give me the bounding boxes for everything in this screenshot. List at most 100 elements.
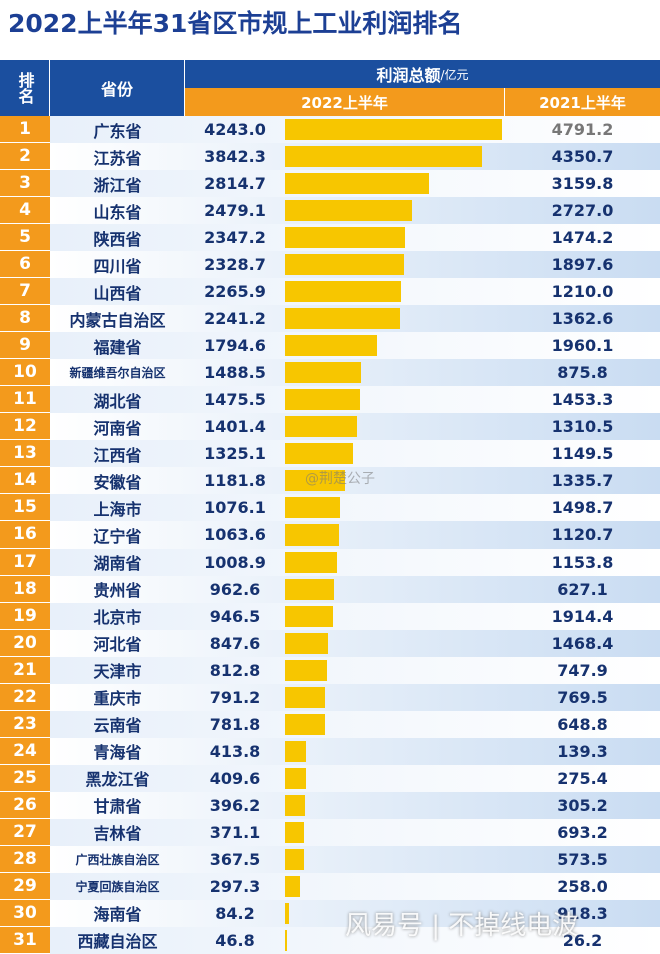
rank: 23 <box>0 710 50 738</box>
province: 内蒙古自治区 <box>69 310 166 330</box>
value-2021: 258.0 <box>557 876 608 896</box>
value-2022: 3842.3 <box>204 147 266 167</box>
bar <box>285 632 329 654</box>
bar <box>285 389 361 411</box>
rank: 4 <box>0 197 50 225</box>
rank: 3 <box>0 170 50 198</box>
bar <box>285 767 306 789</box>
header-unit: /亿元 <box>440 67 469 82</box>
bar <box>285 254 405 276</box>
bar <box>285 443 353 465</box>
value-2021: 1498.7 <box>551 498 614 518</box>
bar <box>285 875 301 897</box>
row-background <box>50 683 660 711</box>
rank: 27 <box>0 818 50 846</box>
value-2021: 1362.6 <box>551 309 614 329</box>
row-background <box>50 629 660 657</box>
row-background <box>50 764 660 792</box>
province: 江苏省 <box>93 148 142 168</box>
value-2021: 305.2 <box>557 795 608 815</box>
bar <box>285 551 337 573</box>
value-2021: 747.9 <box>557 660 608 680</box>
province: 湖北省 <box>93 391 142 411</box>
rank: 20 <box>0 629 50 657</box>
bar <box>285 713 325 735</box>
row-background <box>50 845 660 873</box>
value-2021: 4350.7 <box>551 147 614 167</box>
bar <box>285 362 362 384</box>
rank: 25 <box>0 764 50 792</box>
province: 山东省 <box>93 202 142 222</box>
row-background <box>50 467 660 495</box>
row-background <box>50 818 660 846</box>
province: 山西省 <box>93 283 142 303</box>
value-2021: 573.5 <box>557 849 608 869</box>
header-rank: 排名 <box>0 60 50 116</box>
rank: 18 <box>0 575 50 603</box>
bar <box>285 200 412 222</box>
value-2021: 1897.6 <box>551 255 614 275</box>
value-2022: 1008.9 <box>204 552 266 572</box>
value-2021: 1474.2 <box>551 228 614 248</box>
rank: 13 <box>0 440 50 468</box>
value-2021: 648.8 <box>557 714 608 734</box>
value-2021: 875.8 <box>557 363 608 383</box>
rank: 6 <box>0 251 50 279</box>
value-2021: 1914.4 <box>551 606 614 626</box>
value-2022: 4243.0 <box>204 120 266 140</box>
rank: 14 <box>0 467 50 495</box>
rank: 10 <box>0 359 50 387</box>
rank: 12 <box>0 413 50 441</box>
value-2022: 297.3 <box>209 876 261 896</box>
bar <box>285 848 304 870</box>
bar <box>285 578 335 600</box>
bar <box>285 659 327 681</box>
row-background <box>50 602 660 630</box>
value-2021: 139.3 <box>557 741 608 761</box>
value-2022: 847.6 <box>209 633 261 653</box>
value-2022: 2347.2 <box>204 228 266 248</box>
value-2021: 4791.2 <box>551 120 614 140</box>
rank: 11 <box>0 386 50 414</box>
value-2022: 2328.7 <box>204 255 266 275</box>
rank: 31 <box>0 926 50 954</box>
province: 海南省 <box>93 905 142 925</box>
bar <box>285 821 304 843</box>
watermark: @荆楚公子 <box>305 471 375 487</box>
bar <box>285 146 482 168</box>
rank: 16 <box>0 521 50 549</box>
province: 重庆市 <box>93 689 142 709</box>
row-background <box>50 710 660 738</box>
rank: 15 <box>0 494 50 522</box>
row-background <box>50 791 660 819</box>
bar <box>285 308 400 330</box>
value-2021: 1335.7 <box>551 471 614 491</box>
value-2021: 1468.4 <box>551 633 614 653</box>
bar <box>285 119 503 141</box>
row-background <box>50 872 660 900</box>
value-2021: 918.3 <box>557 903 608 923</box>
province: 浙江省 <box>93 175 142 195</box>
value-2022: 1794.6 <box>204 336 266 356</box>
header-profit: 利润总额/亿元 <box>185 60 660 88</box>
bar <box>285 173 429 195</box>
value-2022: 413.8 <box>209 741 261 761</box>
value-2022: 962.6 <box>209 579 261 599</box>
watermark: 风易号 | 不掉线电波 <box>345 911 579 941</box>
value-2022: 1475.5 <box>204 390 266 410</box>
value-2022: 2814.7 <box>204 174 266 194</box>
province: 北京市 <box>93 608 142 628</box>
rank: 2 <box>0 143 50 171</box>
header-province: 省份 <box>50 60 185 116</box>
value-2022: 2265.9 <box>204 282 266 302</box>
province: 新疆维吾尔自治区 <box>69 366 166 381</box>
bar <box>285 497 341 519</box>
province: 河北省 <box>93 635 142 655</box>
province: 安徽省 <box>93 472 142 492</box>
province: 上海市 <box>93 499 142 519</box>
value-2022: 46.8 <box>215 930 255 950</box>
value-2022: 1076.1 <box>204 498 266 518</box>
province: 四川省 <box>93 256 142 276</box>
value-2022: 1325.1 <box>204 444 266 464</box>
